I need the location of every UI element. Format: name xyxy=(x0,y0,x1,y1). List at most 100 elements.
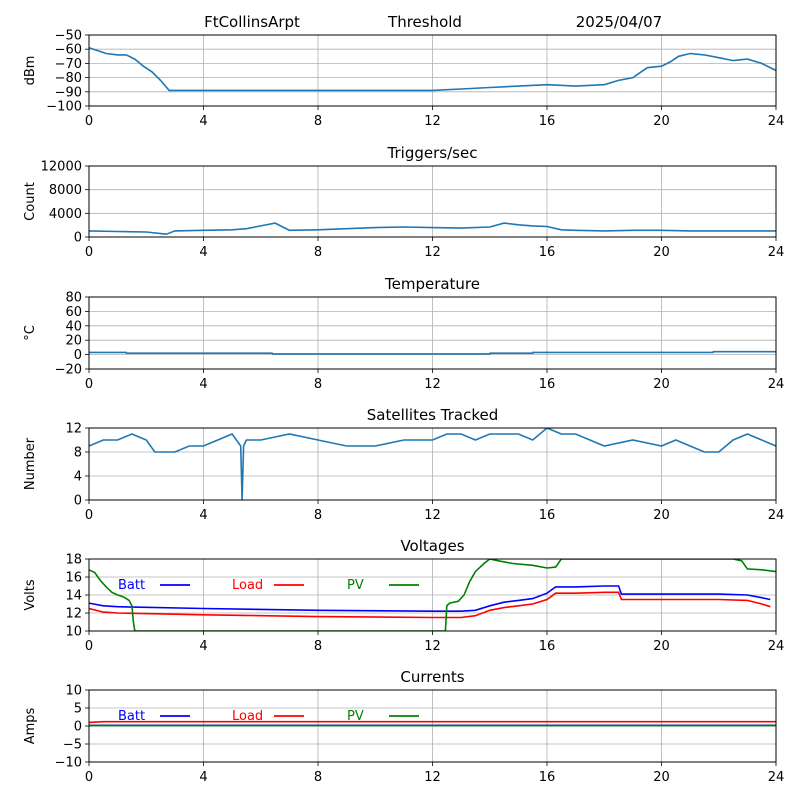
series-line-threshold xyxy=(89,47,776,92)
plot-frame xyxy=(88,427,777,501)
y-tick-label: 4000 xyxy=(49,207,82,222)
x-tick-label: 16 xyxy=(539,245,556,260)
x-tick-label: 16 xyxy=(539,377,556,392)
plot-frame xyxy=(88,165,777,238)
x-tick-label: 0 xyxy=(85,508,93,523)
x-tick-label: 4 xyxy=(199,114,207,129)
x-tick-label: 4 xyxy=(199,770,207,785)
x-tick-label: 16 xyxy=(539,114,556,129)
y-axis-label: Amps xyxy=(23,707,38,744)
x-tick-label: 16 xyxy=(539,639,556,654)
x-tick-label: 0 xyxy=(85,114,93,129)
legend-label-batt: Batt xyxy=(118,578,145,593)
x-tick-label: 24 xyxy=(768,245,785,260)
chart-currents: 0 4 8 12 16 20 24 −10 −5 0 5 10 Batt Load PV Currents Am… xyxy=(23,668,784,785)
chart-title: Voltages xyxy=(400,537,464,555)
chart-voltages: 0 4 8 12 16 20 24 10 12 14 16 18 Batt Load PV Voltages V… xyxy=(23,537,784,654)
y-axis-label: Number xyxy=(23,437,38,490)
x-tick-label: 12 xyxy=(424,377,441,392)
x-tick-label: 20 xyxy=(653,114,670,129)
y-tick-label: 4 xyxy=(74,470,82,485)
x-tick-label: 4 xyxy=(199,508,207,523)
legend-label-batt: Batt xyxy=(118,709,145,724)
chart-title: Satellites Tracked xyxy=(367,406,498,424)
y-axis-label: °C xyxy=(23,325,38,341)
y-tick-label: 12 xyxy=(65,422,82,437)
header-date: 2025/04/07 xyxy=(576,13,662,31)
x-tick-label: 20 xyxy=(653,639,670,654)
chart-title: Temperature xyxy=(384,275,480,293)
x-tick-label: 16 xyxy=(539,770,556,785)
x-tick-label: 24 xyxy=(768,639,785,654)
y-tick-label: 0 xyxy=(74,494,82,509)
y-axis-label: dBm xyxy=(23,56,38,86)
x-tick-label: 12 xyxy=(424,770,441,785)
y-tick-label: 0 xyxy=(74,720,82,735)
series-line-satellites xyxy=(89,428,776,500)
y-tick-label: −10 xyxy=(55,756,82,771)
y-tick-label: 40 xyxy=(65,319,82,334)
y-tick-label: −90 xyxy=(55,85,82,100)
series-line-batt xyxy=(89,585,771,613)
chart-satellites: 0 4 8 12 16 20 24 0 4 8 12 Satellites Tracked Number xyxy=(23,406,784,523)
legend-label-load: Load xyxy=(232,709,263,724)
x-tick-label: 0 xyxy=(85,639,93,654)
x-tick-label: 4 xyxy=(199,245,207,260)
y-tick-label: −70 xyxy=(55,57,82,72)
y-axis-label: Count xyxy=(23,182,38,221)
x-tick-label: 12 xyxy=(424,114,441,129)
x-tick-label: 20 xyxy=(653,245,670,260)
series-line-load xyxy=(89,591,771,619)
chart-triggers: 0 4 8 12 16 20 24 0 4000 8000 12000 Triggers/sec Cou… xyxy=(23,144,784,260)
y-tick-label: 14 xyxy=(65,589,82,604)
x-tick-label: 8 xyxy=(314,114,322,129)
y-tick-label: 16 xyxy=(65,571,82,586)
series-line-temperature xyxy=(89,350,776,355)
chart-title: Triggers/sec xyxy=(387,144,478,162)
y-tick-label: −50 xyxy=(55,29,82,44)
x-tick-label: 8 xyxy=(314,245,322,260)
y-axis-label: Volts xyxy=(23,579,38,611)
series-line-triggers xyxy=(89,222,776,236)
x-tick-label: 0 xyxy=(85,377,93,392)
x-tick-label: 24 xyxy=(768,770,785,785)
x-tick-label: 4 xyxy=(199,377,207,392)
chart-threshold: 0 4 8 12 16 20 24 −100−90−80−70−60−50 dBm xyxy=(23,29,784,130)
x-tick-label: 24 xyxy=(768,508,785,523)
series-line-pv xyxy=(89,559,776,631)
y-tick-label: 60 xyxy=(65,305,82,320)
x-tick-label: 24 xyxy=(768,114,785,129)
x-tick-label: 12 xyxy=(424,245,441,260)
plot-frame xyxy=(88,689,777,763)
x-tick-label: 8 xyxy=(314,770,322,785)
x-tick-label: 8 xyxy=(314,508,322,523)
x-tick-label: 20 xyxy=(653,377,670,392)
chart-title: Currents xyxy=(400,668,464,686)
y-tick-label: 0 xyxy=(74,348,82,363)
y-tick-label: 5 xyxy=(74,702,82,717)
y-tick-label: −5 xyxy=(63,738,82,753)
plot-frame xyxy=(88,34,777,107)
plot-frame xyxy=(88,296,777,370)
y-tick-label: 80 xyxy=(65,291,82,306)
header-station: FtCollinsArpt xyxy=(204,13,300,31)
x-tick-label: 20 xyxy=(653,770,670,785)
y-tick-label: 18 xyxy=(65,553,82,568)
header-mode: Threshold xyxy=(387,13,462,31)
y-tick-label: 0 xyxy=(74,231,82,246)
y-tick-label: −20 xyxy=(55,363,82,378)
y-tick-label: −60 xyxy=(55,43,82,58)
x-tick-label: 0 xyxy=(85,245,93,260)
legend-label-pv: PV xyxy=(347,709,364,724)
x-tick-label: 4 xyxy=(199,639,207,654)
legend-label-load: Load xyxy=(232,578,263,593)
y-tick-label: −100 xyxy=(46,100,82,115)
x-tick-label: 24 xyxy=(768,377,785,392)
x-tick-label: 8 xyxy=(314,639,322,654)
x-tick-label: 8 xyxy=(314,377,322,392)
x-tick-label: 12 xyxy=(424,508,441,523)
y-tick-label: −80 xyxy=(55,71,82,86)
x-tick-label: 0 xyxy=(85,770,93,785)
